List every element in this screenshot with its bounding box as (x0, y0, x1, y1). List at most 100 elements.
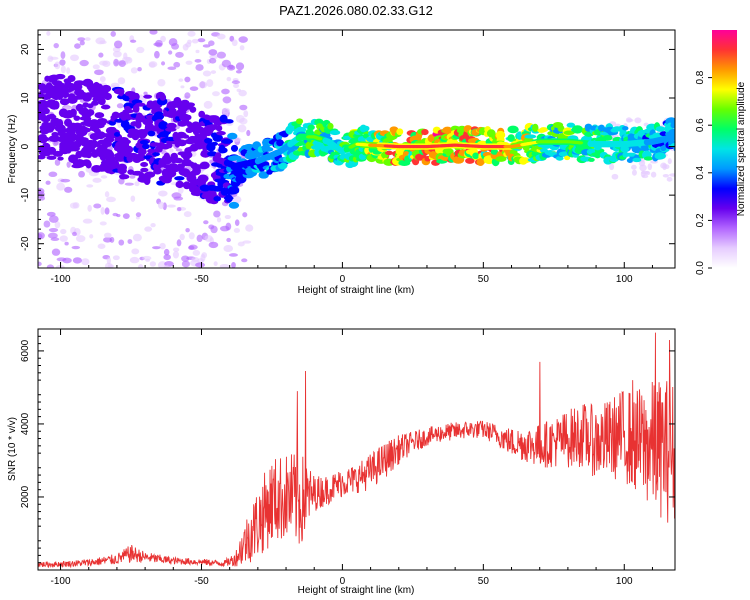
heatmap-ridge-cell (135, 121, 142, 129)
heatmap-noise-cell (48, 227, 59, 233)
spectrogram-y-tick-label: 0 (20, 143, 31, 149)
spectrogram-y-tick-label: 10 (20, 92, 31, 104)
heatmap-ridge-cell (136, 112, 143, 119)
spectrogram-y-tick-label: -20 (20, 236, 31, 251)
heatmap-noise-cell (60, 65, 66, 74)
heatmap-noise-cell (81, 258, 90, 266)
heatmap-noise-cell (666, 176, 673, 182)
heatmap-noise-cell (185, 227, 190, 233)
heatmap-noise-cell (132, 233, 142, 242)
heatmap-noise-cell (109, 236, 115, 243)
heatmap-ridge-cell (625, 152, 637, 157)
heatmap-noise-cell (176, 207, 182, 212)
heatmap-noise-cell (183, 211, 192, 218)
heatmap-noise-cell (159, 242, 166, 250)
heatmap-noise-cell (46, 264, 55, 268)
heatmap-noise-cell (237, 124, 247, 133)
heatmap-ridge-cell (194, 138, 203, 146)
heatmap-ridge-cell (193, 188, 202, 197)
heatmap-ridge-cell (228, 186, 240, 195)
snr-axes: -100 -50 0 50 100 2000 4000 6000 (20, 329, 675, 587)
heatmap-noise-cell (195, 262, 206, 268)
heatmap-ridge-cell (211, 141, 218, 146)
heatmap-ridge-cell (94, 112, 105, 119)
heatmap-noise-cell (137, 66, 142, 72)
heatmap-ridge-cell (632, 157, 642, 163)
heatmap-noise-cell (177, 186, 184, 195)
heatmap-ridge-cell (41, 107, 50, 115)
heatmap-noise-cell (167, 66, 177, 71)
heatmap-noise-cell (54, 159, 61, 166)
heatmap-noise-cell (104, 262, 113, 268)
heatmap-ridge-cell (224, 194, 233, 203)
heatmap-noise-cell (124, 182, 134, 186)
heatmap-ridge-cell (108, 120, 117, 126)
heatmap-noise-cell (99, 76, 106, 83)
heatmap-ridge-cell (197, 174, 209, 183)
heatmap-noise-cell (64, 241, 69, 246)
heatmap-noise-cell (239, 104, 248, 111)
heatmap-noise-cell (129, 256, 140, 264)
heatmap-ridge-cell (81, 127, 92, 133)
heatmap-noise-cell (197, 38, 206, 43)
heatmap-ridge-cell (159, 94, 167, 101)
heatmap-ridge-cell (643, 156, 653, 161)
heatmap-ridge-cell (168, 107, 177, 113)
heatmap-noise-cell (184, 92, 191, 99)
heatmap-ridge-cell (227, 132, 238, 140)
heatmap-noise-cell (168, 50, 173, 55)
heatmap-ridge-cell (327, 122, 334, 130)
heatmap-noise-cell (188, 232, 195, 240)
heatmap-ridge-cell (186, 174, 197, 183)
colorbar-tick-label: 0.4 (695, 165, 706, 179)
heatmap-ridge-cell (213, 195, 222, 202)
heatmap-ridge-cell (521, 157, 530, 164)
heatmap-ridge-cell (166, 122, 177, 129)
heatmap-noise-cell (238, 89, 247, 97)
heatmap-noise-cell (60, 228, 67, 235)
colorbar-tick-label: 0.0 (695, 261, 706, 275)
heatmap-noise-cell (56, 182, 66, 191)
heatmap-ridge-cell (185, 102, 195, 107)
heatmap-ridge-cell (138, 132, 147, 139)
snr-x-tick-label: 100 (616, 576, 633, 587)
heatmap-ridge-cell (296, 118, 304, 125)
heatmap-noise-cell (187, 39, 192, 45)
heatmap-noise-cell (233, 227, 240, 233)
heatmap-noise-cell (231, 80, 241, 85)
heatmap-noise-cell (166, 204, 176, 208)
heatmap-noise-cell (45, 180, 51, 185)
heatmap-ridge-cell (108, 155, 115, 162)
heatmap-ridge-cell (73, 158, 86, 168)
heatmap-noise-cell (160, 35, 166, 43)
heatmap-noise-cell (172, 250, 180, 259)
heatmap-ridge-cell (77, 137, 89, 142)
heatmap-ridge-cell (174, 157, 183, 164)
heatmap-ridge-cell (59, 98, 70, 106)
colorbar-scale (712, 30, 737, 268)
heatmap-ridge-cell (158, 121, 169, 130)
heatmap-noise-cell (47, 232, 58, 239)
heatmap-noise-cell (134, 181, 140, 187)
heatmap-ridge-cell (57, 156, 64, 161)
heatmap-ridge-cell (139, 140, 149, 145)
heatmap-noise-cell (123, 52, 128, 60)
snr-y-label: SNR (10 * v/v) (7, 417, 18, 481)
snr-x-tick-label: 0 (340, 576, 346, 587)
heatmap-ridge-cell (142, 143, 150, 150)
heatmap-noise-cell (48, 171, 58, 177)
heatmap-ridge-cell (204, 137, 213, 144)
heatmap-ridge-cell (48, 135, 61, 143)
heatmap-noise-cell (60, 51, 66, 60)
heatmap-noise-cell (104, 207, 110, 215)
heatmap-ridge-cell (153, 111, 165, 121)
heatmap-noise-cell (50, 237, 60, 241)
heatmap-noise-cell (136, 46, 145, 54)
heatmap-noise-cell (112, 212, 119, 217)
heatmap-ridge-cell (111, 111, 120, 119)
heatmap-ridge-cell (46, 155, 57, 160)
heatmap-noise-cell (228, 253, 239, 257)
heatmap-noise-cell (231, 261, 236, 268)
heatmap-noise-cell (176, 239, 182, 247)
heatmap-noise-cell (202, 70, 212, 77)
